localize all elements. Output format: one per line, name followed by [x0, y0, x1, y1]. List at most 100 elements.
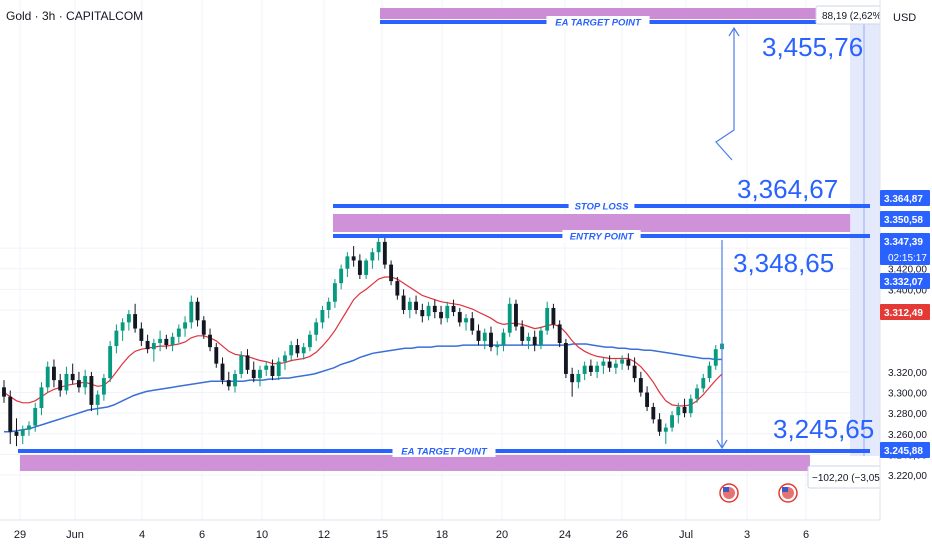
projection-up-line — [715, 28, 735, 161]
projection-down-arrowhead — [716, 439, 728, 450]
candle-body — [2, 387, 6, 397]
candle-body — [695, 388, 699, 399]
x-tick-label: 24 — [559, 529, 571, 541]
candle-body — [220, 363, 225, 381]
symbol-title: Gold · 3h · CAPITALCOM — [6, 9, 144, 23]
candle-body — [151, 342, 156, 350]
candle-body — [551, 307, 556, 325]
candle-body — [64, 373, 69, 391]
stop-loss-label-bg — [568, 200, 635, 212]
y-tick-label: 3.420,00 — [888, 265, 927, 276]
candle-body — [214, 347, 219, 364]
target-bottom-label: EA TARGET POINT — [401, 447, 488, 458]
candle-body — [526, 336, 531, 341]
target-zone-bottom — [20, 455, 810, 471]
price-badge-label: 3.364,87 — [884, 194, 923, 205]
candle-body — [95, 394, 100, 405]
candle-body — [8, 396, 13, 432]
top-range-label: 88,19 (2,62%) — [822, 11, 885, 22]
candle-body — [326, 301, 331, 310]
candle-body — [251, 369, 256, 379]
candle-body — [657, 419, 662, 432]
price-badge — [880, 273, 930, 289]
candle-body — [195, 301, 200, 321]
candle-body — [389, 264, 394, 282]
candle-body — [89, 376, 94, 405]
candle-body — [638, 378, 643, 393]
price-badge — [880, 211, 930, 227]
candle-body — [570, 373, 575, 383]
candle-body — [382, 241, 387, 265]
candle-body — [489, 332, 493, 348]
candle-body — [445, 305, 450, 319]
candle-body — [201, 320, 206, 335]
candle-body — [395, 281, 400, 296]
bottom-target-value: 3,245,65 — [773, 414, 874, 444]
candle-body — [270, 365, 275, 377]
y-tick-label: 3.320,00 — [888, 368, 927, 379]
candle-body — [76, 380, 81, 388]
entry-label: ENTRY POINT — [570, 232, 635, 243]
price-badge — [880, 190, 930, 206]
candle-body — [676, 406, 681, 416]
candle-body — [176, 328, 181, 337]
candle-body — [470, 318, 475, 331]
candle-body — [663, 427, 668, 432]
candle-body — [364, 260, 369, 275]
candle-body — [682, 406, 687, 414]
price-badge-label: 3.347,39 — [884, 237, 923, 248]
candle-body — [239, 355, 244, 374]
x-tick-label: 29 — [14, 529, 26, 541]
y-tick-label: 3.220,00 — [888, 471, 927, 482]
candle-body — [245, 355, 250, 370]
candle-body — [108, 346, 113, 379]
price-badge-label: 3.245,88 — [884, 446, 923, 457]
candle-body — [451, 305, 456, 313]
x-tick-label: 10 — [256, 529, 268, 541]
candle-body — [707, 365, 712, 379]
candle-body — [476, 330, 481, 341]
candle-body — [58, 380, 63, 391]
target-top-label: EA TARGET POINT — [555, 18, 642, 29]
candle-body — [27, 425, 31, 430]
candle-body — [320, 309, 325, 323]
candle-body — [432, 305, 437, 313]
candle-body — [289, 345, 294, 356]
candle-body — [345, 256, 350, 269]
candle-body — [332, 283, 337, 302]
candle-body — [258, 369, 262, 379]
candle-body — [357, 260, 362, 275]
price-badge-label: 3.350,58 — [884, 215, 923, 226]
candle-body — [370, 252, 375, 261]
ema-fast-line — [3, 276, 723, 407]
candle-body — [283, 355, 287, 362]
candle-body — [632, 365, 637, 379]
price-badge-countdown: 02:15:17 — [888, 253, 927, 264]
candle-body — [420, 309, 425, 317]
candle-body — [464, 318, 468, 323]
x-tick-label: Jul — [679, 529, 693, 541]
candle-body — [514, 303, 518, 327]
y-tick-label: 3.400,00 — [888, 285, 927, 296]
candle-body — [208, 334, 212, 348]
candle-body — [601, 361, 606, 366]
candle-body — [613, 363, 618, 368]
candle-body — [170, 336, 175, 346]
candle-body — [145, 340, 150, 350]
candle-body — [645, 392, 650, 407]
candle-body — [520, 326, 525, 341]
stop-loss-value: 3,364,67 — [737, 174, 838, 204]
y-tick-label: 3.280,00 — [888, 409, 927, 420]
candle-body — [651, 406, 656, 420]
stop-loss-label: STOP LOSS — [575, 202, 630, 213]
candle-body — [545, 307, 550, 331]
candle-body — [39, 387, 44, 408]
candle-body — [426, 305, 431, 317]
price-badge-label: 3.312,49 — [884, 308, 923, 319]
candle-body — [14, 431, 19, 436]
candle-body — [414, 301, 419, 310]
candle-body — [595, 365, 600, 372]
candle-body — [226, 380, 231, 387]
candle-body — [376, 241, 381, 253]
